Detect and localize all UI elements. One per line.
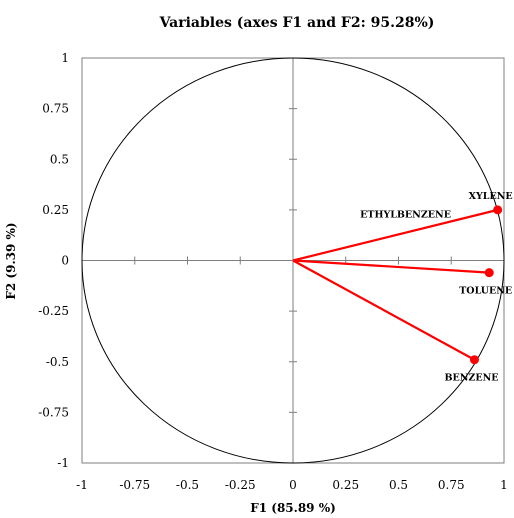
y-tick-label: -0.25 — [38, 304, 69, 318]
variable-label: ETHYLBENZENE — [360, 210, 451, 221]
variable-point — [484, 268, 494, 278]
y-tick-label: -0.75 — [38, 405, 69, 419]
vector-line — [292, 259, 490, 274]
y-tick-label: 0.5 — [50, 152, 69, 166]
variable-label: XYLENE — [469, 191, 513, 202]
y-tick-label: -0.5 — [46, 355, 69, 369]
x-axis-ticks: -1 -0.75 -0.5 -0.25 0 0.25 0.5 0.75 1 — [76, 256, 508, 492]
x-tick-label: -1 — [76, 478, 88, 492]
vector-line — [292, 259, 475, 361]
variable-point — [493, 205, 503, 215]
y-tick-label: 0.75 — [42, 102, 69, 116]
y-axis-label: F2 (9.39 %) — [4, 222, 18, 299]
variable-point — [469, 355, 479, 365]
x-tick-label: 0.25 — [332, 478, 359, 492]
y-axis-ticks: 1 0.75 0.5 0.25 0 -0.25 -0.5 -0.75 -1 — [38, 51, 297, 470]
x-tick-label: 0.75 — [438, 478, 465, 492]
variable-label: BENZENE — [444, 373, 498, 384]
x-tick-label: 0 — [289, 478, 297, 492]
y-tick-label: 0.25 — [42, 203, 69, 217]
correlation-circle — [81, 57, 505, 464]
x-tick-label: -0.25 — [225, 478, 256, 492]
vector-line — [292, 208, 498, 262]
y-tick-label: 0 — [61, 254, 69, 268]
x-axis-label: F1 (85.89 %) — [250, 501, 336, 515]
variable-labels: XYLENE ETHYLBENZENE TOLUENE BENZENE — [360, 191, 513, 384]
x-tick-label: 0.5 — [389, 478, 408, 492]
chart-title: Variables (axes F1 and F2: 95.28%) — [159, 15, 435, 31]
x-tick-label: -0.5 — [176, 478, 199, 492]
variable-label: TOLUENE — [459, 286, 512, 297]
variable-vectors — [292, 205, 503, 365]
y-tick-label: -1 — [57, 456, 69, 470]
x-tick-label: -0.75 — [119, 478, 150, 492]
y-tick-label: 1 — [61, 51, 69, 65]
x-tick-label: 1 — [500, 478, 508, 492]
